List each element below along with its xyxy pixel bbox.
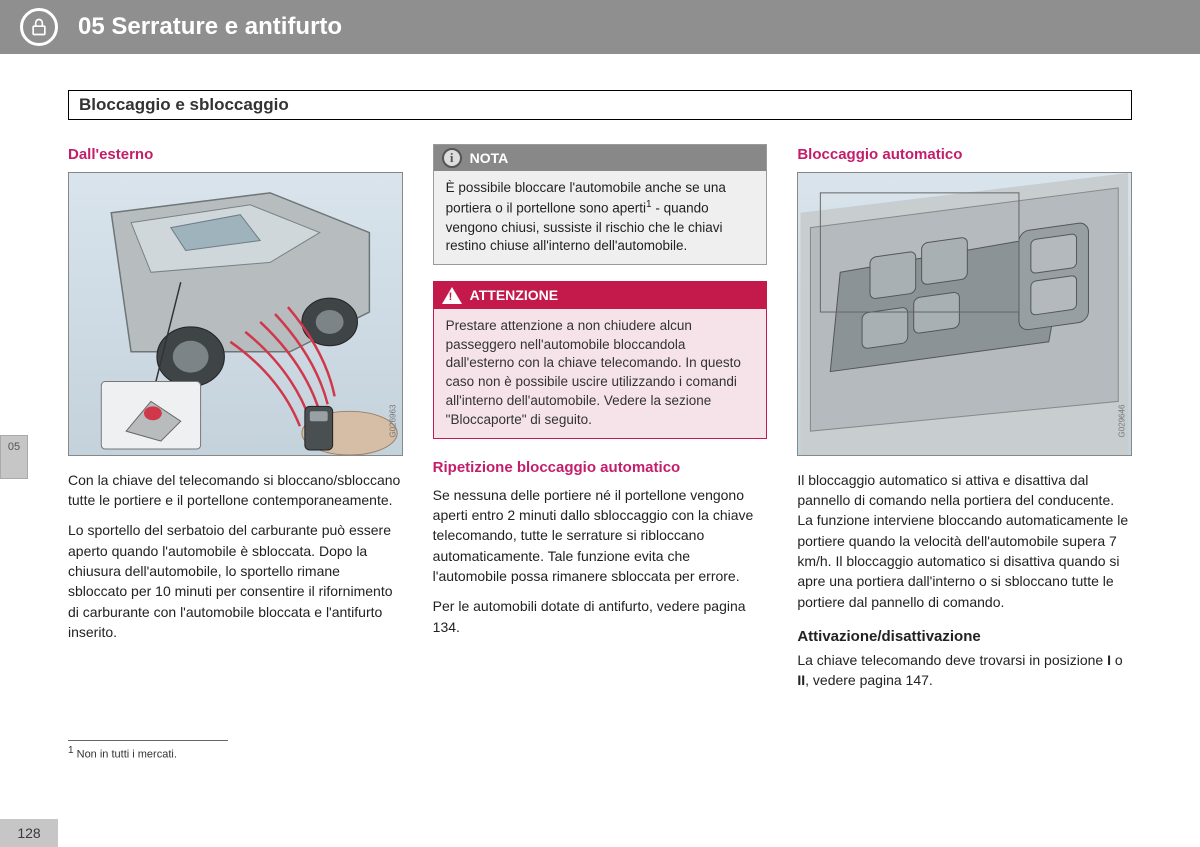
- side-tab: 05: [0, 435, 28, 479]
- section-title: Bloccaggio e sbloccaggio: [68, 90, 1132, 120]
- note-label: NOTA: [470, 148, 509, 168]
- warning-icon: [442, 287, 462, 304]
- paragraph: Per le automobili dotate di antifurto, v…: [433, 596, 768, 637]
- paragraph: La chiave telecomando deve trovarsi in p…: [797, 650, 1132, 691]
- paragraph: Lo sportello del serbatoio del carburant…: [68, 520, 403, 642]
- chapter-title: 05 Serrature e antifurto: [0, 0, 1200, 54]
- paragraph: Con la chiave del telecomando si bloccan…: [68, 470, 403, 511]
- info-icon: i: [442, 148, 462, 168]
- note-box: i NOTA È possibile bloccare l'automobile…: [433, 144, 768, 265]
- subheading-attivazione: Attivazione/disattivazione: [797, 626, 1132, 648]
- page-number: 128: [0, 819, 58, 847]
- warning-label: ATTENZIONE: [470, 285, 558, 305]
- note-header: i NOTA: [434, 145, 767, 171]
- warning-box: ATTENZIONE Prestare attenzione a non chi…: [433, 281, 768, 439]
- paragraph: Il bloccaggio automatico si attiva e dis…: [797, 470, 1132, 612]
- heading-ripetizione: Ripetizione bloccaggio automatico: [433, 457, 768, 479]
- note-body: È possibile bloccare l'automobile anche …: [434, 171, 767, 264]
- heading-bloccaggio-auto: Bloccaggio automatico: [797, 144, 1132, 166]
- image-code: G026963: [387, 405, 399, 438]
- illustration-door-panel: G029646: [797, 172, 1132, 456]
- content-columns: Dall'esterno: [68, 144, 1132, 700]
- column-3: Bloccaggio automatico G029646: [797, 144, 1132, 700]
- lock-icon: [20, 8, 58, 46]
- footnote-rule: [68, 740, 228, 741]
- warning-body: Prestare attenzione a non chiudere alcun…: [434, 309, 767, 438]
- column-1: Dall'esterno: [68, 144, 403, 700]
- heading-dallesterno: Dall'esterno: [68, 144, 403, 166]
- illustration-car-remote: G026963: [68, 172, 403, 456]
- column-2: i NOTA È possibile bloccare l'automobile…: [433, 144, 768, 700]
- paragraph: Se nessuna delle portiere né il portello…: [433, 485, 768, 586]
- footnote: 1 Non in tutti i mercati.: [68, 745, 1200, 761]
- header-band: 05 Serrature e antifurto: [0, 0, 1200, 54]
- image-code: G029646: [1116, 405, 1128, 438]
- warning-header: ATTENZIONE: [434, 282, 767, 308]
